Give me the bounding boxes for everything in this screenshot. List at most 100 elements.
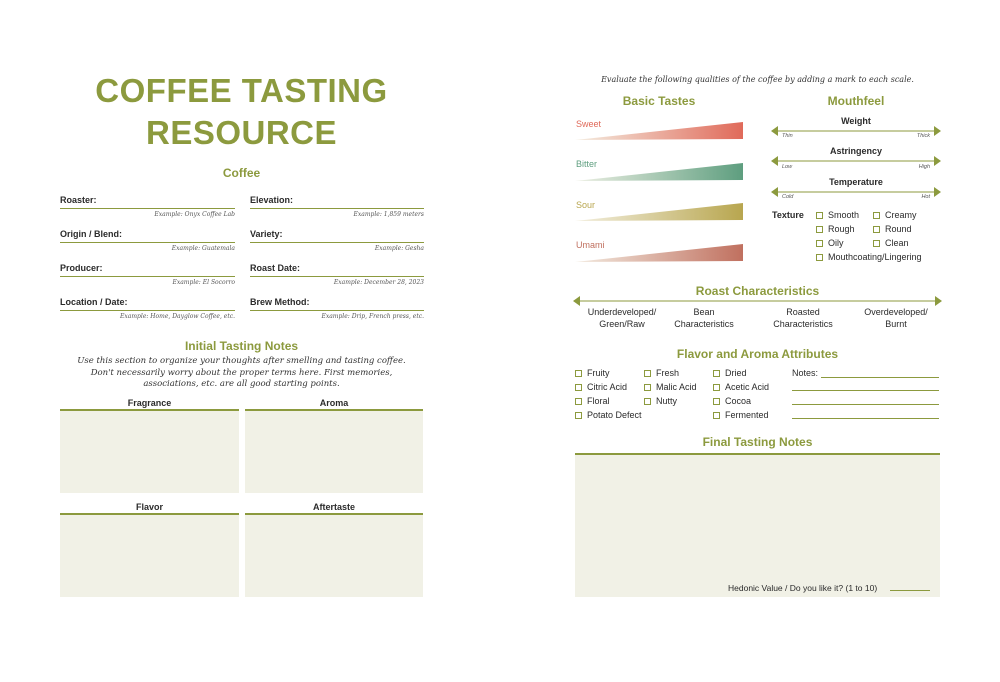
attr-acetic-acid[interactable]: Acetic Acid <box>713 382 769 392</box>
umami-scale[interactable] <box>575 244 743 262</box>
field-line <box>60 208 235 209</box>
texture-round[interactable]: Round <box>873 224 912 234</box>
roast-label-line: Characteristics <box>773 318 833 329</box>
field-roast-date[interactable]: Roast Date: Example: December 28, 2023 <box>250 263 424 286</box>
bitter-scale[interactable] <box>575 163 743 181</box>
flavor-aroma-heading: Flavor and Aroma Attributes <box>676 347 839 361</box>
title-line-2: RESOURCE <box>145 114 338 151</box>
field-brew-method[interactable]: Brew Method: Example: Drip, French press… <box>250 297 424 320</box>
temperature-low: Cold <box>782 194 794 200</box>
field-origin-blend[interactable]: Origin / Blend: Example: Guatemala <box>60 229 235 252</box>
option-label: Citric Acid <box>587 382 628 392</box>
hedonic-value-line[interactable] <box>890 590 930 591</box>
option-label: Clean <box>885 238 909 248</box>
astringency-high: High <box>918 164 930 170</box>
flavor-title: Flavor <box>135 502 163 512</box>
arrow-right-icon <box>935 296 942 306</box>
option-label: Malic Acid <box>656 382 697 392</box>
checkbox-icon <box>644 398 651 406</box>
field-line <box>250 242 424 243</box>
option-label: Round <box>885 224 912 234</box>
astringency-scale[interactable] <box>771 155 941 167</box>
aftertaste-notes-box[interactable] <box>245 513 423 597</box>
roast-heading: Roast Characteristics <box>695 284 820 298</box>
notes-label: Notes: <box>792 368 819 378</box>
fragrance-notes-box[interactable] <box>60 409 239 493</box>
checkbox-icon <box>575 412 582 420</box>
attr-floral[interactable]: Floral <box>575 396 610 406</box>
temperature-high: Hot <box>921 194 930 200</box>
sour-label: Sour <box>576 200 596 210</box>
final-notes-heading: Final Tasting Notes <box>702 435 813 449</box>
texture-mouthcoating[interactable]: Mouthcoating/Lingering <box>816 252 922 262</box>
temperature-scale[interactable] <box>771 186 941 198</box>
notes-line[interactable] <box>821 377 939 378</box>
option-label: Fresh <box>656 368 680 378</box>
attr-fermented[interactable]: Fermented <box>713 410 769 420</box>
field-label: Brew Method: <box>250 297 310 307</box>
field-example: Example: December 28, 2023 <box>333 279 424 286</box>
aroma-notes-box[interactable] <box>245 409 423 493</box>
texture-oily[interactable]: Oily <box>816 238 844 248</box>
intro-line-3: associations, etc. are all good starting… <box>143 379 340 389</box>
field-line <box>250 276 424 277</box>
field-label: Elevation: <box>250 195 294 205</box>
sour-scale[interactable] <box>575 203 743 221</box>
aftertaste-title: Aftertaste <box>312 502 355 512</box>
roast-label-line: Underdeveloped/ <box>587 307 657 317</box>
field-label: Roast Date: <box>250 263 301 273</box>
flavor-notes-box[interactable] <box>60 513 239 597</box>
field-location-date[interactable]: Location / Date: Example: Home, Dayglow … <box>60 297 235 320</box>
umami-label: Umami <box>576 240 605 250</box>
bitter-label: Bitter <box>576 159 598 169</box>
final-notes-box[interactable] <box>575 453 940 597</box>
roast-scale[interactable] <box>573 295 942 307</box>
texture-clean[interactable]: Clean <box>873 238 909 248</box>
attr-citric-acid[interactable]: Citric Acid <box>575 382 627 392</box>
sweet-label: Sweet <box>576 119 602 129</box>
option-label: Nutty <box>656 396 678 406</box>
texture-rough[interactable]: Rough <box>816 224 855 234</box>
notes-line[interactable] <box>792 390 939 391</box>
attr-fresh[interactable]: Fresh <box>644 368 679 378</box>
notes-line[interactable] <box>792 418 939 419</box>
attr-nutty[interactable]: Nutty <box>644 396 677 406</box>
field-elevation[interactable]: Elevation: Example: 1,859 meters <box>250 195 424 218</box>
attr-dried[interactable]: Dried <box>713 368 747 378</box>
attr-potato-defect[interactable]: Potato Defect <box>575 410 642 420</box>
attr-cocoa[interactable]: Cocoa <box>713 396 751 406</box>
texture-smooth[interactable]: Smooth <box>816 210 859 220</box>
arrow-right-icon <box>934 156 941 166</box>
texture-label: Texture <box>772 210 804 220</box>
field-example: Example: Gesha <box>374 245 424 252</box>
roast-label-line: Green/Raw <box>599 318 645 329</box>
field-line <box>60 276 235 277</box>
checkbox-icon <box>873 240 880 248</box>
attr-fruity[interactable]: Fruity <box>575 368 610 378</box>
sweet-scale[interactable] <box>575 122 743 140</box>
field-variety[interactable]: Variety: Example: Gesha <box>250 229 424 252</box>
checkbox-icon <box>873 212 880 220</box>
checkbox-icon <box>644 370 651 378</box>
notes-line[interactable] <box>792 404 939 405</box>
checkbox-icon <box>713 370 720 378</box>
arrow-left-icon <box>573 296 580 306</box>
field-example: Example: 1,859 meters <box>353 211 424 218</box>
option-label: Smooth <box>828 210 860 220</box>
field-producer[interactable]: Producer: Example: El Socorro <box>60 263 235 286</box>
roast-label-line: Characteristics <box>674 318 734 329</box>
field-roaster[interactable]: Roaster: Example: Onyx Coffee Lab <box>60 195 235 218</box>
initial-notes-intro: Use this section to organize your though… <box>60 356 423 391</box>
aroma-title: Aroma <box>319 398 349 408</box>
option-label: Rough <box>828 224 855 234</box>
checkbox-icon <box>713 412 720 420</box>
weight-low: Thin <box>782 133 793 139</box>
initial-notes-heading: Initial Tasting Notes <box>184 339 299 353</box>
weight-scale[interactable] <box>771 125 941 137</box>
field-label: Variety: <box>250 229 283 239</box>
option-label: Cocoa <box>725 396 752 406</box>
texture-creamy[interactable]: Creamy <box>873 210 917 220</box>
intro-line-1: Use this section to organize your though… <box>77 356 406 366</box>
checkbox-icon <box>575 384 582 392</box>
attr-malic-acid[interactable]: Malic Acid <box>644 382 697 392</box>
